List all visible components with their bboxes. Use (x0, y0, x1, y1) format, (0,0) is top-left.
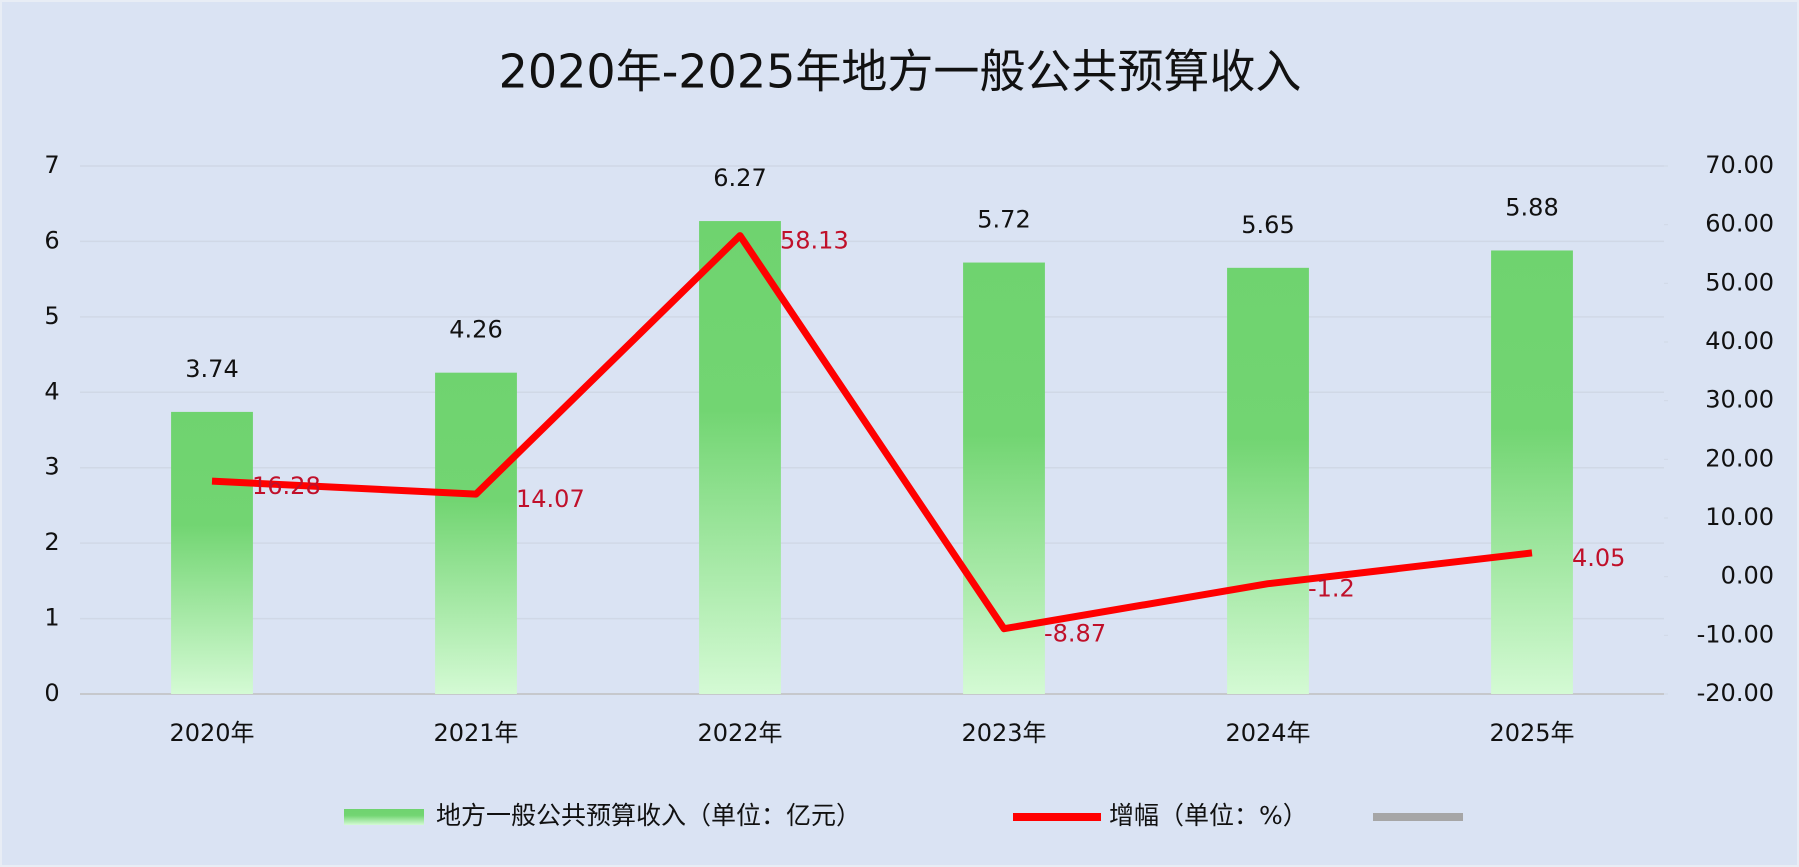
legend-label: 增幅（单位：%） (1109, 801, 1308, 830)
y2-tick-label: -10.00 (1697, 620, 1774, 648)
x-tick-label: 2024年 (1225, 719, 1310, 747)
y-tick-label: 5 (44, 302, 59, 330)
chart-title: 2020年-2025年地方一般公共预算收入 (499, 45, 1302, 99)
y2-tick-label: 50.00 (1705, 268, 1774, 296)
data-label: 6.27 (713, 164, 766, 192)
y2-tick-label: 70.00 (1705, 151, 1774, 179)
data-label: -1.2 (1308, 575, 1355, 603)
data-label: -8.87 (1044, 620, 1106, 648)
y-tick-label: 3 (44, 453, 59, 481)
legend-swatch (344, 809, 424, 825)
x-tick-label: 2023年 (961, 719, 1046, 747)
data-label: 58.13 (780, 227, 849, 255)
y2-tick-label: 10.00 (1705, 503, 1774, 531)
y-tick-label: 4 (44, 377, 59, 405)
y2-tick-label: 0.00 (1721, 562, 1774, 590)
x-tick-label: 2021年 (433, 719, 518, 747)
data-label: 5.72 (977, 206, 1030, 234)
data-label: 14.07 (516, 485, 585, 513)
data-label: 3.74 (185, 355, 238, 383)
y-tick-label: 6 (44, 226, 59, 254)
y-tick-label: 1 (44, 604, 59, 632)
y2-tick-label: -20.00 (1697, 679, 1774, 707)
y2-tick-label: 30.00 (1705, 386, 1774, 414)
data-label: 16.28 (252, 472, 321, 500)
x-tick-label: 2020年 (169, 719, 254, 747)
y2-tick-label: 20.00 (1705, 444, 1774, 472)
y-tick-label: 2 (44, 528, 59, 556)
y-tick-label: 0 (44, 679, 59, 707)
data-label: 5.88 (1505, 193, 1558, 221)
y2-tick-label: 60.00 (1705, 210, 1774, 238)
x-tick-label: 2025年 (1489, 719, 1574, 747)
bar (1227, 267, 1309, 694)
bar (699, 221, 781, 694)
x-tick-label: 2022年 (697, 719, 782, 747)
bar (171, 411, 253, 694)
y-tick-label: 7 (44, 151, 59, 179)
legend-label: 地方一般公共预算收入（单位：亿元） (436, 801, 861, 830)
bar (1491, 250, 1573, 695)
data-label: 4.05 (1572, 544, 1625, 572)
y2-tick-label: 40.00 (1705, 327, 1774, 355)
data-label: 5.65 (1241, 211, 1294, 239)
line (211, 232, 1533, 633)
data-label: 4.26 (449, 316, 502, 344)
bar (435, 372, 517, 694)
